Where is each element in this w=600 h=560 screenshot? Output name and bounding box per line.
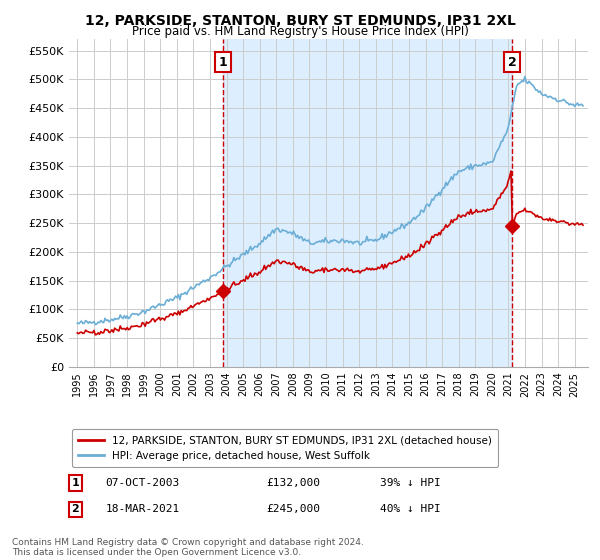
Text: 07-OCT-2003: 07-OCT-2003 <box>106 478 179 488</box>
Text: 40% ↓ HPI: 40% ↓ HPI <box>380 505 441 514</box>
Text: 2: 2 <box>508 55 516 69</box>
Text: 2: 2 <box>71 505 79 514</box>
Text: 18-MAR-2021: 18-MAR-2021 <box>106 505 179 514</box>
Legend: 12, PARKSIDE, STANTON, BURY ST EDMUNDS, IP31 2XL (detached house), HPI: Average : 12, PARKSIDE, STANTON, BURY ST EDMUNDS, … <box>71 430 499 467</box>
Text: Contains HM Land Registry data © Crown copyright and database right 2024.
This d: Contains HM Land Registry data © Crown c… <box>12 538 364 557</box>
Text: Price paid vs. HM Land Registry's House Price Index (HPI): Price paid vs. HM Land Registry's House … <box>131 25 469 38</box>
Text: 12, PARKSIDE, STANTON, BURY ST EDMUNDS, IP31 2XL: 12, PARKSIDE, STANTON, BURY ST EDMUNDS, … <box>85 14 515 28</box>
Text: 39% ↓ HPI: 39% ↓ HPI <box>380 478 441 488</box>
Text: £132,000: £132,000 <box>266 478 320 488</box>
Text: 1: 1 <box>71 478 79 488</box>
Text: £245,000: £245,000 <box>266 505 320 514</box>
Bar <box>223 39 512 367</box>
Text: 1: 1 <box>218 55 227 69</box>
